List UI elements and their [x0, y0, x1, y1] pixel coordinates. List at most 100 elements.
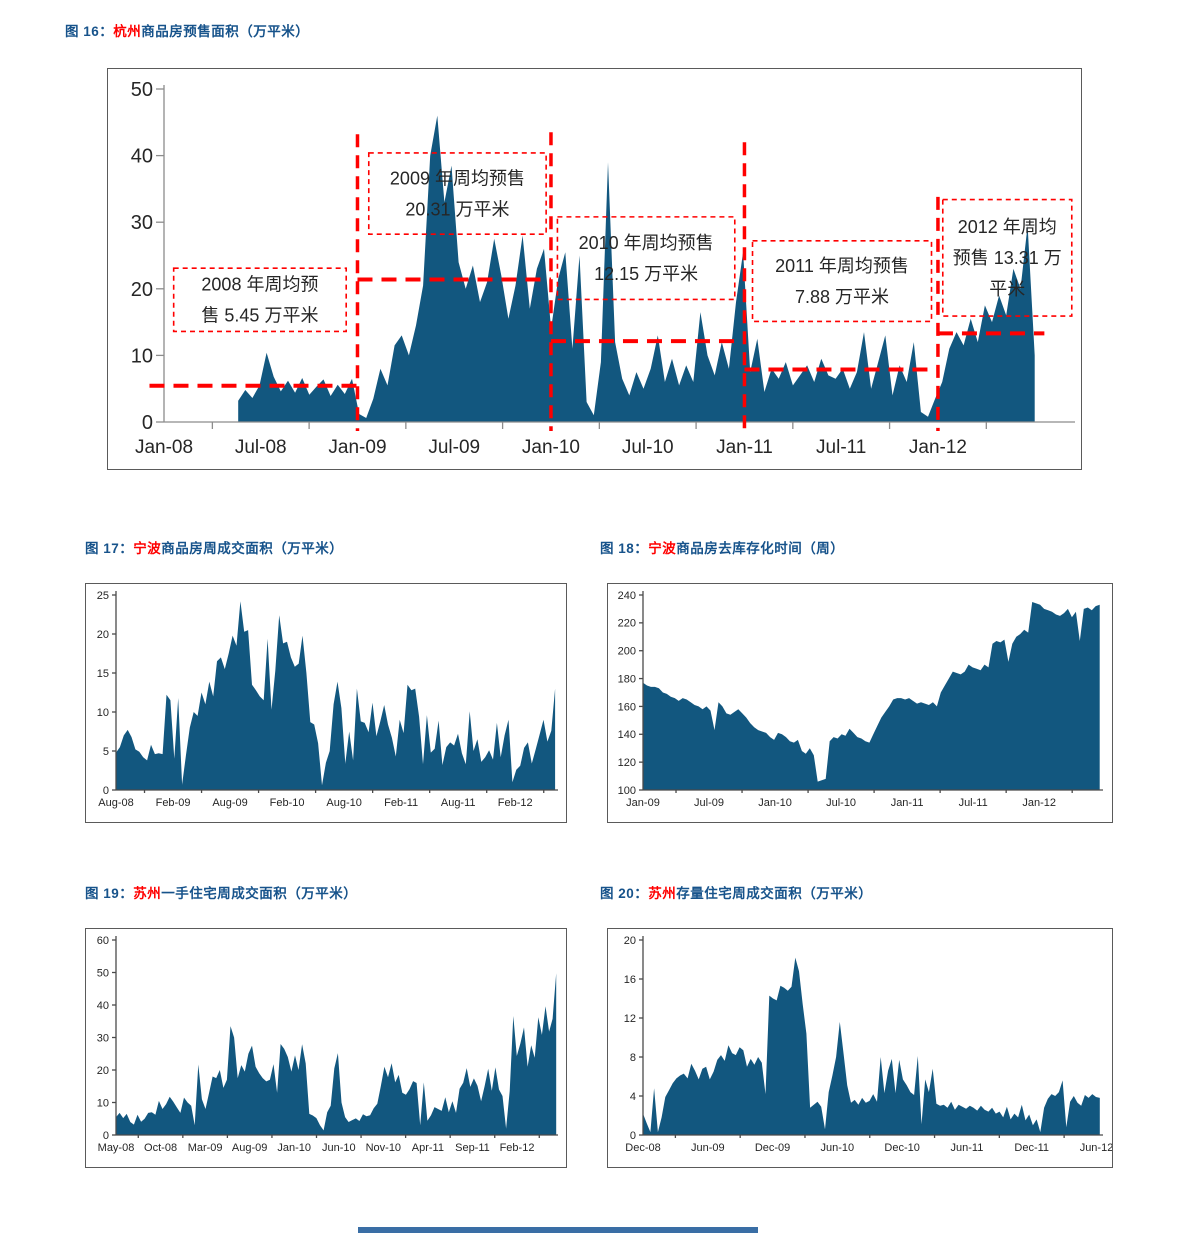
svg-text:Jan-10: Jan-10 [277, 1142, 311, 1154]
svg-text:售 5.45 万平米: 售 5.45 万平米 [201, 306, 318, 326]
svg-text:2011 年周均预售: 2011 年周均预售 [775, 256, 909, 276]
x-axis-labels: Jan-08 Jul-08 Jan-09 Jul-09 Jan-10 Jul-10 Jan-… [135, 422, 987, 458]
svg-text:15: 15 [97, 668, 109, 680]
figure-16-title-prefix: 图 16： [65, 24, 114, 39]
svg-text:60: 60 [97, 935, 109, 947]
svg-text:Jan-09: Jan-09 [328, 437, 386, 458]
axes [115, 936, 558, 1136]
svg-text:2010 年周均预售: 2010 年周均预售 [579, 233, 714, 253]
svg-text:120: 120 [618, 757, 636, 769]
svg-text:Dec-08: Dec-08 [625, 1142, 660, 1154]
svg-text:40: 40 [131, 146, 153, 168]
svg-text:140: 140 [618, 729, 636, 741]
chart-20-suzhou-existing-homes-chart: 0 4 8 12 16 20 Dec-08 Jun-09 Dec-09 Jun-10 Dec-10 J… [607, 928, 1113, 1168]
svg-text:0: 0 [103, 1130, 109, 1142]
svg-text:Mar-09: Mar-09 [188, 1142, 223, 1154]
svg-text:Jul-11: Jul-11 [816, 437, 866, 458]
svg-text:10: 10 [97, 1097, 109, 1109]
svg-text:Aug-11: Aug-11 [441, 797, 476, 809]
fig16-plot: 0 10 20 30 40 50 Jan-08 Jul-08 Jan-09 Jul-09 Jan-1… [131, 79, 1075, 458]
svg-text:0: 0 [142, 412, 153, 434]
svg-text:Jan-11: Jan-11 [716, 437, 773, 458]
y-axis-labels: 0 5 10 15 20 25 [97, 590, 116, 797]
svg-text:Jun-10: Jun-10 [322, 1142, 356, 1154]
svg-text:40: 40 [97, 1000, 109, 1012]
area-series [238, 115, 1035, 422]
figure-17-title-prefix: 图 17： [85, 541, 134, 556]
svg-text:20: 20 [131, 279, 153, 301]
svg-text:Jul-11: Jul-11 [959, 797, 988, 809]
figure-19-title-rest: 一手住宅周成交面积（万平米） [161, 886, 358, 901]
figure-20-title: 图 20：苏州存量住宅周成交面积（万平米） [600, 882, 872, 902]
svg-text:Dec-10: Dec-10 [884, 1142, 919, 1154]
svg-text:100: 100 [618, 785, 636, 797]
area-series [116, 601, 556, 790]
svg-text:Aug-09: Aug-09 [232, 1142, 267, 1154]
figure-20-title-rest: 存量住宅周成交面积（万平米） [676, 886, 873, 901]
svg-text:Jan-09: Jan-09 [626, 797, 660, 809]
svg-text:12.15 万平米: 12.15 万平米 [594, 264, 698, 284]
figure-19-title: 图 19：苏州一手住宅周成交面积（万平米） [85, 882, 357, 902]
average-annotation-box: 2012 年周均预售 13.31 万平米 [941, 198, 1073, 317]
svg-text:50: 50 [131, 79, 153, 101]
figure-16-title-city: 杭州 [113, 24, 142, 39]
chart-18-ningbo-destocking-time-chart: 100 120 140 160 180 200 220 240 Jan-09 Jul-09 Jan-… [607, 583, 1113, 823]
figure-16-title: 图 16：杭州商品房预售面积（万平米） [65, 20, 309, 40]
svg-text:Feb-11: Feb-11 [384, 797, 418, 809]
svg-text:Jul-10: Jul-10 [826, 797, 856, 809]
fig19-plot: 0 10 20 30 40 50 60 May-08 Oct-08 Mar-09 Aug-09 Jan… [97, 935, 558, 1154]
svg-text:8: 8 [630, 1052, 636, 1064]
average-annotation-box: 2011 年周均预售 7.88 万平米 [751, 240, 933, 323]
svg-text:Jan-10: Jan-10 [758, 797, 792, 809]
svg-text:Jan-12: Jan-12 [909, 437, 967, 458]
svg-text:220: 220 [618, 618, 636, 630]
area-series [643, 957, 1100, 1135]
svg-text:200: 200 [618, 646, 636, 658]
svg-text:Jul-10: Jul-10 [622, 437, 674, 458]
fig20-plot: 0 4 8 12 16 20 Dec-08 Jun-09 Dec-09 Jun-10 Dec-10 J… [624, 935, 1112, 1154]
svg-text:Feb-09: Feb-09 [156, 797, 191, 809]
figure-19-title-prefix: 图 19： [85, 886, 134, 901]
axes [642, 936, 1103, 1136]
average-annotation-box: 2010 年周均预售 12.15 万平米 [556, 216, 736, 301]
svg-text:0: 0 [103, 785, 109, 797]
chart-19-suzhou-new-homes-chart: 0 10 20 30 40 50 60 May-08 Oct-08 Mar-09 Aug-09 Jan… [85, 928, 567, 1168]
svg-text:10: 10 [97, 707, 109, 719]
svg-text:5: 5 [103, 746, 109, 758]
x-axis-labels: Jan-09 Jul-09 Jan-10 Jul-10 Jan-11 Jul-11 Jan-… [626, 790, 1073, 809]
svg-text:Aug-08: Aug-08 [98, 797, 133, 809]
axes [115, 591, 558, 791]
y-axis-labels: 0 10 20 30 40 50 [131, 79, 164, 434]
figure-18-title-city: 宁波 [648, 541, 677, 556]
svg-text:Jun-11: Jun-11 [951, 1142, 984, 1154]
average-annotation-box: 2008 年周均预售 5.45 万平米 [172, 267, 348, 333]
x-axis-labels: Dec-08 Jun-09 Dec-09 Jun-10 Dec-10 Jun-11 Dec-… [625, 1135, 1112, 1154]
svg-text:Jul-09: Jul-09 [428, 437, 480, 458]
svg-text:180: 180 [618, 673, 636, 685]
figure-17-title-city: 宁波 [133, 541, 162, 556]
svg-text:10: 10 [131, 345, 153, 367]
svg-text:4: 4 [630, 1091, 636, 1103]
area-series [116, 973, 557, 1135]
svg-text:2008 年周均预: 2008 年周均预 [201, 275, 318, 295]
fig17-plot: 0 5 10 15 20 25 Aug-08 Feb-09 Aug-09 Feb-10 Aug-10… [97, 590, 558, 809]
chart-17-ningbo-weekly-transactions-chart: 0 5 10 15 20 25 Aug-08 Feb-09 Aug-09 Feb-10 Aug-10… [85, 583, 567, 823]
average-annotation-box: 2009 年周均预售 20.31 万平米 [367, 152, 547, 235]
svg-text:Jul-08: Jul-08 [235, 437, 287, 458]
svg-text:Jun-09: Jun-09 [691, 1142, 725, 1154]
svg-text:50: 50 [97, 967, 109, 979]
svg-text:Jun-12: Jun-12 [1080, 1142, 1112, 1154]
svg-text:7.88 万平米: 7.88 万平米 [795, 287, 889, 307]
svg-text:Aug-09: Aug-09 [212, 797, 247, 809]
svg-text:Jan-11: Jan-11 [891, 797, 924, 809]
y-axis-labels: 100 120 140 160 180 200 220 240 [618, 590, 643, 797]
figure-20-title-city: 苏州 [648, 886, 677, 901]
svg-text:30: 30 [131, 212, 153, 234]
svg-text:Apr-11: Apr-11 [412, 1142, 444, 1154]
figure-19-title-city: 苏州 [133, 886, 162, 901]
footer-bar [358, 1227, 758, 1233]
svg-text:May-08: May-08 [98, 1142, 135, 1154]
